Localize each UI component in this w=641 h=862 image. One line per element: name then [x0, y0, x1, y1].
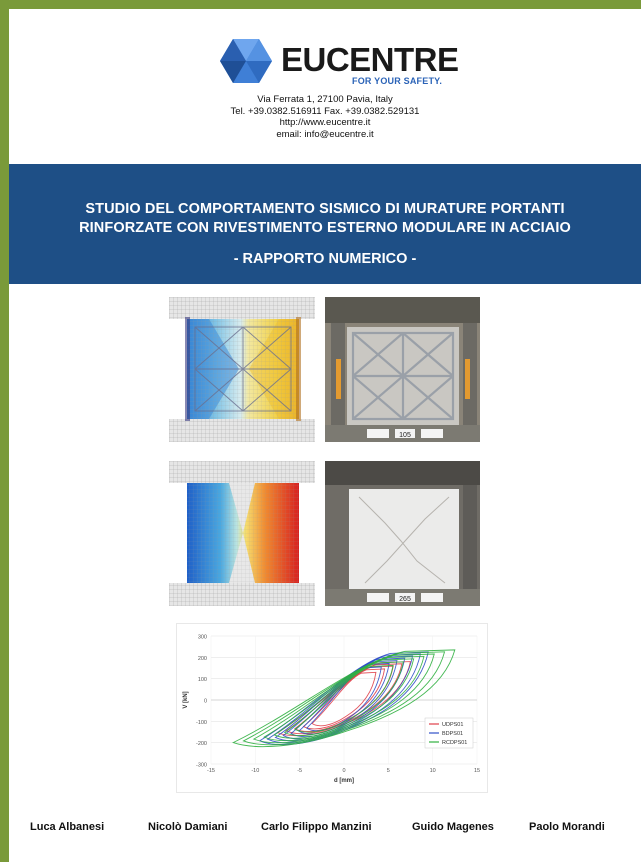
series-loop-RCDPS01 — [252, 653, 435, 744]
title-line-1: STUDIO DEL COMPORTAMENTO SISMICO DI MURA… — [85, 201, 565, 217]
report-title: STUDIO DEL COMPORTAMENTO SISMICO DI MURA… — [9, 200, 641, 238]
author-name: Guido Magenes — [412, 821, 494, 833]
x-axis-label: d [mm] — [334, 778, 354, 784]
y-tick-label: 200 — [198, 656, 207, 662]
y-tick-label: 300 — [198, 635, 207, 641]
email-link[interactable]: email: info@eucentre.it — [276, 128, 374, 140]
series-loop-RCDPS01 — [263, 655, 425, 742]
legend-entry: UDPS01 — [442, 722, 463, 728]
x-tick-label: 10 — [430, 768, 436, 774]
logo-name: EUCENTRE — [281, 41, 459, 78]
x-tick-label: -5 — [297, 768, 302, 774]
title-line-2: RINFORZATE CON RIVESTIMENTO ESTERNO MODU… — [79, 220, 571, 236]
y-tick-label: 0 — [204, 699, 207, 705]
series-loop-RCDPS01 — [242, 651, 446, 746]
x-tick-label: 0 — [342, 768, 345, 774]
series-loop-RCDPS01 — [273, 658, 415, 739]
photo-tag-top: 105 — [399, 432, 411, 439]
author-name: Carlo Filippo Manzini — [261, 821, 372, 833]
website-link[interactable]: http://www.eucentre.it — [279, 117, 371, 128]
legend-entry: RCDPS01 — [442, 740, 467, 746]
phone-fax-line: Tel. +39.0382.516911 Fax. +39.0382.52913… — [230, 105, 420, 117]
hexagon-logo-icon — [220, 39, 272, 83]
report-subtitle: - RAPPORTO NUMERICO - — [233, 251, 417, 267]
address-line: Via Ferrata 1, 27100 Pavia, Italy — [257, 94, 393, 105]
title-band: STUDIO DEL COMPORTAMENTO SISMICO DI MURA… — [9, 164, 641, 284]
series-loop-UDPS01 — [311, 671, 377, 727]
report-cover: EUCENTRE FOR YOUR SAFETY. Via Ferrata 1,… — [9, 9, 641, 862]
hysteresis-chart-svg: -300 -200 -100 0 100 200 300 -15 -10 -5 0 5 10 15 d [m… — [183, 635, 480, 785]
y-tick-label: 100 — [198, 677, 207, 683]
x-tick-label: -10 — [251, 768, 259, 774]
y-tick-label: -100 — [196, 720, 207, 726]
author-name: Luca Albanesi — [30, 821, 105, 833]
x-tick-label: 5 — [387, 768, 390, 774]
fe-model-reinforced-image — [169, 297, 315, 442]
y-tick-label: -300 — [196, 763, 207, 769]
series-loop-RCDPS01 — [294, 664, 394, 733]
hysteresis-chart: -300 -200 -100 0 100 200 300 -15 -10 -5 0 5 10 15 d [m… — [176, 623, 488, 793]
author-name: Nicolò Damiani — [148, 821, 228, 833]
eucentre-logo: EUCENTRE FOR YOUR SAFETY. — [9, 29, 641, 89]
series-loop-RCDPS01 — [283, 661, 404, 736]
contact-address: Via Ferrata 1, 27100 Pavia, Italy Tel. +… — [9, 94, 641, 140]
author-list: Luca Albanesi Nicolò Damiani Carlo Filip… — [9, 821, 641, 837]
y-tick-label: -200 — [196, 741, 207, 747]
series-loop-RCDPS01 — [231, 649, 456, 748]
logo-tagline: FOR YOUR SAFETY. — [352, 76, 443, 86]
test-specimen-unreinforced-photo: 265 — [325, 461, 480, 606]
photo-tag-bottom: 265 — [399, 596, 411, 603]
author-name: Paolo Morandi — [529, 821, 605, 833]
x-tick-label: -15 — [207, 768, 215, 774]
x-tick-label: 15 — [474, 768, 480, 774]
y-axis-label: V [kN] — [183, 691, 189, 708]
legend-entry: BDPS01 — [442, 731, 463, 737]
fe-model-unreinforced-image — [169, 461, 315, 606]
test-specimen-reinforced-photo: 105 — [325, 297, 480, 442]
